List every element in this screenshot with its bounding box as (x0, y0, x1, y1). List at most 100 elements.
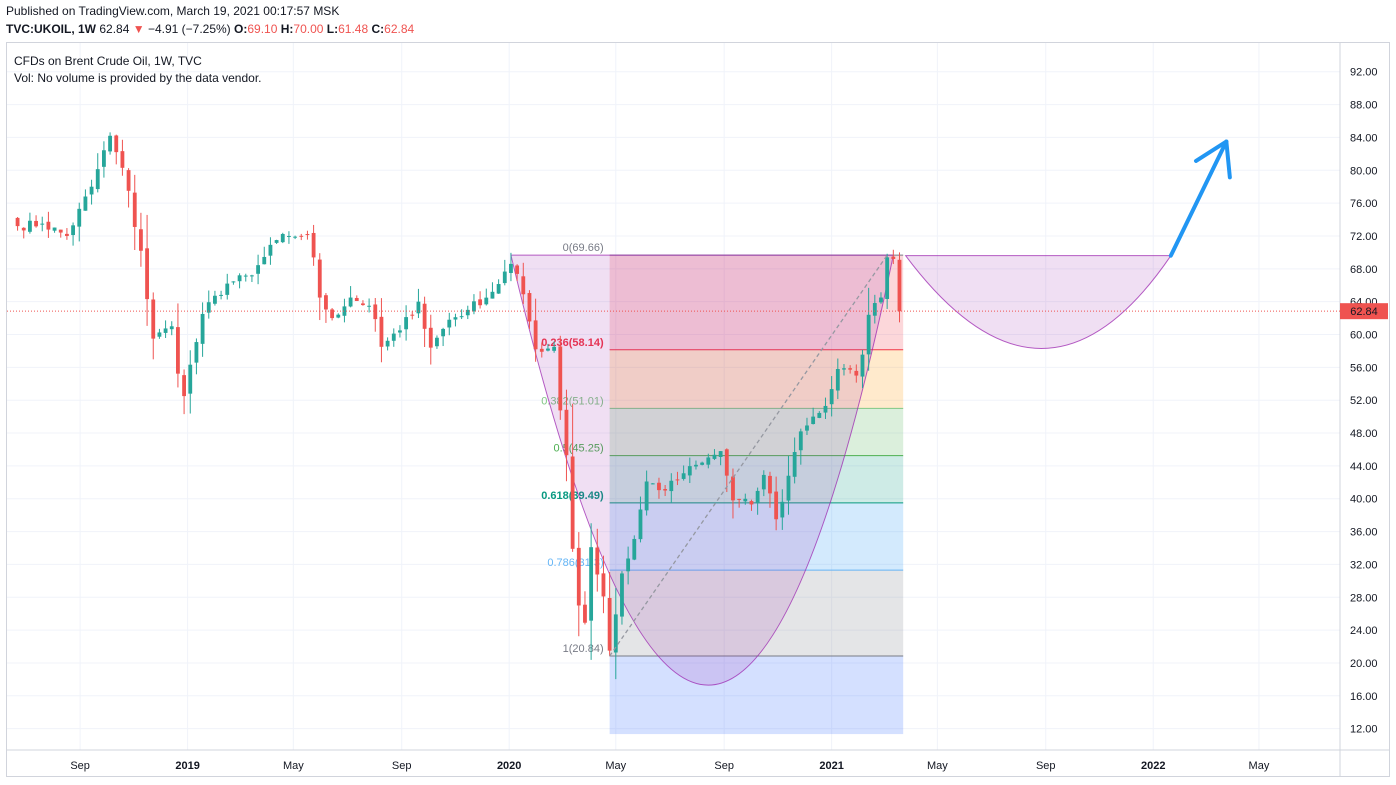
candle-body (336, 314, 341, 318)
candle-body (860, 354, 865, 377)
candle-body (657, 482, 661, 491)
y-tick-label: 52.00 (1350, 395, 1378, 407)
fib-level-label: 1(20.84) (563, 643, 604, 655)
candle-body (712, 454, 717, 459)
candle-body (71, 225, 75, 236)
candle-body (311, 232, 316, 258)
candle-body (52, 227, 57, 231)
fib-band (609, 408, 904, 456)
candle-body (780, 501, 785, 518)
y-tick-label: 12.00 (1350, 724, 1378, 736)
y-tick-label: 40.00 (1350, 494, 1378, 506)
candle-body (472, 301, 476, 312)
candle-body (731, 476, 735, 501)
dashed-trend-line (609, 254, 888, 657)
y-tick-label: 80.00 (1350, 165, 1378, 177)
candle-body (108, 135, 112, 152)
open-label: O: (234, 22, 248, 36)
candle-body (176, 327, 180, 374)
candle-body (601, 573, 606, 597)
candle-body (761, 474, 766, 490)
candle-body (182, 375, 186, 397)
y-tick-label: 76.00 (1350, 198, 1378, 210)
candle-body (453, 317, 458, 320)
legend-title[interactable]: CFDs on Brent Crude Oil, 1W, TVC (14, 54, 202, 68)
candle-body (348, 297, 353, 307)
candle-body (897, 259, 902, 312)
candle-body (644, 481, 649, 511)
open-value: 69.10 (247, 22, 278, 36)
candle-body (250, 275, 254, 277)
candle-body (866, 314, 871, 355)
candle-body (786, 475, 791, 501)
candle-body (706, 457, 711, 465)
arrow-shaft (1168, 139, 1229, 258)
candle-body (21, 227, 26, 231)
candle-body (274, 240, 279, 243)
candle-body (317, 259, 322, 298)
candle-body (385, 340, 390, 347)
candle-body (441, 328, 446, 337)
candle-body (157, 332, 162, 337)
symbol-label[interactable]: TVC:UKOIL, 1W (6, 22, 96, 36)
candle-body (416, 301, 421, 314)
candle-body (607, 597, 612, 651)
candle-body (521, 276, 526, 295)
candle-body (114, 135, 119, 153)
candle-body (638, 509, 643, 540)
last-price: 62.84 (99, 22, 130, 36)
candle-body (27, 220, 32, 232)
candle-body (237, 275, 242, 282)
candle-body (872, 303, 877, 316)
close-value: 62.84 (384, 22, 415, 36)
fib-level-label: 0.236(58.14) (541, 337, 604, 349)
candle-body (40, 223, 45, 225)
candle-body (256, 265, 261, 274)
candle-body (330, 309, 335, 319)
candle-body (805, 425, 809, 431)
candle-body (83, 196, 88, 211)
candle-body (650, 483, 655, 485)
x-tick-label: May (283, 760, 304, 772)
candle-body (219, 294, 224, 296)
candle-body (428, 327, 433, 348)
candle-body (749, 501, 754, 505)
x-tick-label: 2020 (497, 760, 521, 772)
candle-body (447, 319, 452, 328)
candle-body (89, 186, 94, 195)
candle-body (663, 489, 668, 491)
candle-body (724, 449, 729, 476)
fib-level-label: 0.382(51.01) (541, 395, 603, 407)
candle-body (774, 491, 779, 520)
candle-body (595, 547, 600, 575)
x-tick-label: Sep (70, 760, 90, 772)
candle-body (46, 221, 51, 230)
candle-body (206, 302, 211, 313)
candle-body (102, 150, 106, 167)
candle-body (515, 265, 520, 274)
arrow-head-icon (1194, 139, 1232, 180)
candle-body (743, 498, 748, 502)
candle-body (465, 309, 470, 316)
candle-body (891, 256, 896, 259)
fib-band (609, 656, 904, 735)
y-tick-label: 24.00 (1350, 625, 1378, 637)
candle-body (151, 299, 156, 339)
candle-body (885, 257, 890, 299)
axes: 12.00 16.00 20.00 24.00 28.00 32.00 36.00 40.00… (6, 42, 1390, 777)
symbol-bar: TVC:UKOIL, 1W 62.84 ▼ −4.91 (−7.25%) O:6… (6, 22, 414, 36)
x-tick-label: 2019 (175, 760, 199, 772)
x-tick-label: 2022 (1141, 760, 1165, 772)
candle-body (243, 275, 248, 277)
cup-pattern (510, 254, 1172, 686)
candle-body (354, 297, 359, 301)
y-tick-label: 92.00 (1350, 67, 1378, 79)
candle-body (737, 498, 742, 500)
low-label: L: (326, 22, 339, 36)
candle-body (379, 316, 384, 347)
candle-body (169, 326, 174, 330)
y-tick-label: 56.00 (1350, 362, 1378, 374)
candle-body (490, 291, 495, 299)
candle-body (342, 306, 347, 316)
